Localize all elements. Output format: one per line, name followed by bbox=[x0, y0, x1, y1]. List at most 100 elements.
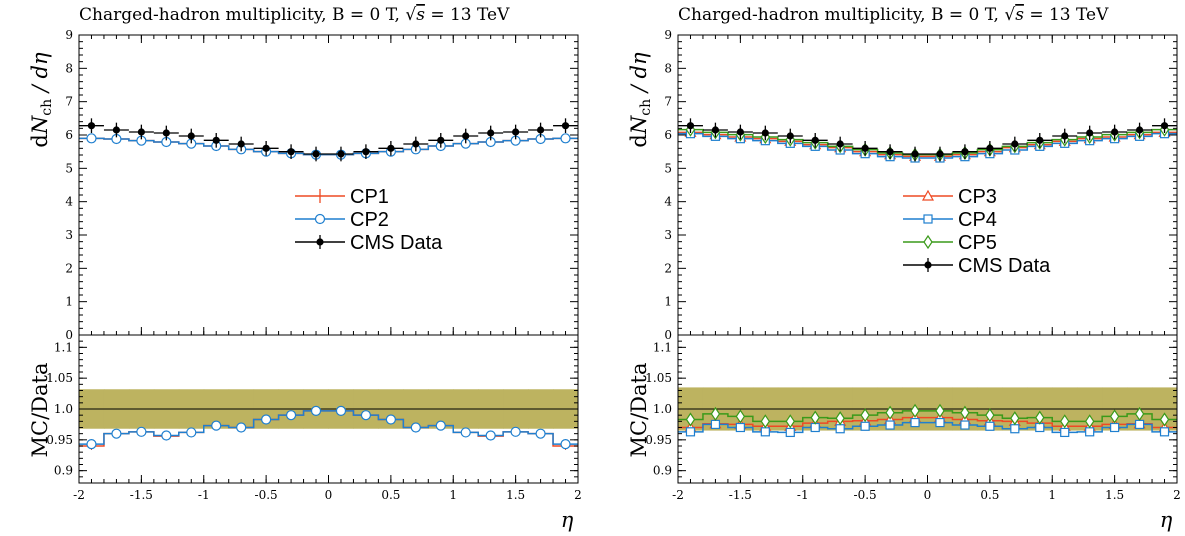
data-point bbox=[1011, 140, 1019, 148]
x-axis-label: η bbox=[561, 508, 574, 532]
legend-marker bbox=[314, 213, 326, 225]
legend-marker bbox=[921, 189, 935, 201]
ratio-point-cp5 bbox=[1035, 410, 1045, 425]
ratio-point-cp2 bbox=[510, 426, 521, 437]
data-point bbox=[736, 128, 744, 136]
x-tick-label: -0.5 bbox=[255, 488, 278, 502]
y-tick-label: 7 bbox=[65, 95, 73, 109]
legend-label: CP3 bbox=[958, 186, 997, 208]
ratio-point-cp5 bbox=[910, 403, 920, 418]
legend-label: CMS Data bbox=[958, 255, 1051, 277]
y-tick-label: 0 bbox=[65, 328, 73, 342]
ratio-point-cp4 bbox=[785, 427, 795, 438]
ratio-point-cp5 bbox=[835, 411, 845, 426]
data-point bbox=[462, 132, 470, 140]
ratio-point-cp2 bbox=[535, 428, 546, 439]
chart-title: Charged-hadron multiplicity, B = 0 T, √s… bbox=[79, 5, 510, 25]
x-tick-label: -1 bbox=[198, 488, 210, 502]
ratio-tick-label: 1.05 bbox=[645, 371, 672, 385]
ratio-point-cp2 bbox=[186, 427, 197, 438]
ratio-point-cp4 bbox=[760, 427, 770, 437]
data-point bbox=[886, 148, 894, 156]
data-point bbox=[936, 150, 944, 158]
ratio-point-cp5 bbox=[1010, 411, 1020, 426]
ratio-point-cp2 bbox=[460, 427, 471, 438]
data-point bbox=[961, 148, 969, 156]
y-tick-label: 3 bbox=[664, 228, 672, 242]
data-point bbox=[162, 129, 170, 137]
ratio-point-cp4 bbox=[935, 417, 945, 428]
ratio-point-cp5 bbox=[1109, 409, 1120, 424]
ratio-point-cp2 bbox=[385, 414, 396, 425]
ratio-point-cp4 bbox=[1159, 427, 1170, 437]
ratio-y-axis-label: MC/Data bbox=[627, 363, 651, 458]
data-point bbox=[1086, 129, 1094, 137]
y-tick-label: 9 bbox=[65, 28, 73, 42]
series-point-cp2 bbox=[86, 133, 97, 144]
x-tick-label: 1.5 bbox=[506, 488, 525, 502]
data-point bbox=[1135, 126, 1144, 134]
data-point bbox=[836, 140, 844, 148]
ratio-point-cp2 bbox=[485, 430, 496, 441]
x-tick-label: 0.5 bbox=[980, 488, 999, 502]
ratio-line-cp5 bbox=[678, 410, 1177, 423]
data-point bbox=[87, 122, 96, 130]
data-point bbox=[811, 136, 819, 144]
y-tick-label: 8 bbox=[65, 61, 73, 75]
data-point bbox=[362, 148, 370, 156]
x-tick-label: -2 bbox=[73, 488, 85, 502]
legend-label: CP4 bbox=[958, 209, 997, 231]
ratio-point-cp2 bbox=[236, 422, 247, 433]
y-tick-label: 2 bbox=[664, 261, 672, 275]
ratio-point-cp4 bbox=[860, 421, 870, 431]
y-tick-label: 6 bbox=[664, 128, 672, 142]
ratio-tick-label: 1.0 bbox=[54, 402, 73, 416]
ratio-tick-label: 0.95 bbox=[46, 433, 73, 447]
data-point bbox=[262, 144, 270, 152]
y-axis-label: dNch / dη bbox=[28, 52, 55, 148]
ratio-point-cp2 bbox=[111, 428, 122, 439]
data-point bbox=[237, 140, 245, 148]
data-point bbox=[112, 126, 121, 134]
ratio-point-cp5 bbox=[885, 405, 895, 420]
data-point bbox=[1111, 128, 1119, 136]
data-point bbox=[187, 132, 195, 140]
legend-marker bbox=[923, 214, 933, 224]
ratio-point-cp5 bbox=[935, 403, 945, 418]
data-point bbox=[986, 144, 994, 152]
y-tick-label: 5 bbox=[664, 161, 672, 175]
ratio-point-cp5 bbox=[860, 408, 870, 423]
ratio-point-cp2 bbox=[285, 410, 297, 421]
data-point bbox=[1061, 132, 1069, 140]
legend-marker bbox=[923, 234, 933, 250]
y-tick-label: 2 bbox=[65, 261, 73, 275]
series-point-cp2 bbox=[560, 133, 571, 144]
data-point bbox=[512, 128, 520, 136]
ratio-point-cp2 bbox=[261, 414, 272, 425]
ratio-point-cp4 bbox=[710, 419, 721, 430]
ratio-tick-label: 1.1 bbox=[54, 340, 73, 354]
ratio-tick-label: 0.9 bbox=[54, 464, 73, 478]
legend-label: CMS Data bbox=[350, 232, 443, 254]
ratio-point-cp5 bbox=[710, 406, 721, 422]
ratio-point-cp2 bbox=[360, 410, 372, 421]
x-tick-label: 2 bbox=[574, 488, 582, 502]
data-point bbox=[337, 150, 345, 158]
data-point bbox=[137, 128, 145, 136]
ratio-point-cp5 bbox=[810, 410, 820, 425]
ratio-tick-label: 0.9 bbox=[653, 464, 672, 478]
y-tick-label: 7 bbox=[664, 95, 672, 109]
data-point bbox=[1160, 122, 1169, 130]
data-point bbox=[387, 144, 395, 152]
ratio-point-cp5 bbox=[1060, 414, 1070, 429]
data-point bbox=[786, 132, 794, 140]
x-tick-label: -1 bbox=[797, 488, 809, 502]
x-tick-label: 0 bbox=[924, 488, 932, 502]
x-tick-label: 1 bbox=[449, 488, 457, 502]
y-tick-label: 8 bbox=[664, 61, 672, 75]
ratio-point-cp2 bbox=[560, 439, 571, 450]
ratio-point-cp4 bbox=[1060, 427, 1070, 438]
data-point bbox=[312, 150, 320, 158]
ratio-point-cp5 bbox=[785, 414, 795, 429]
